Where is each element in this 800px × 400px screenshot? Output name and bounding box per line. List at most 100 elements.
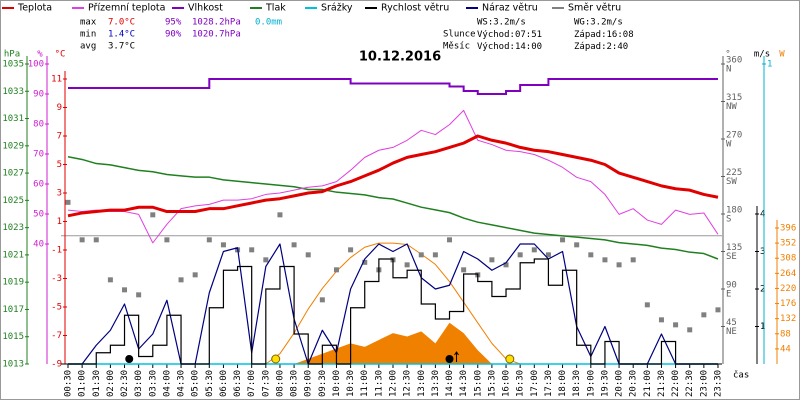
- axis-label: W: [779, 50, 785, 60]
- compass-label: NW: [726, 102, 737, 112]
- stat: Západ:: [574, 42, 607, 52]
- y-tick-label: 1015: [2, 332, 24, 342]
- stat: 16:08: [607, 30, 634, 40]
- stat: Východ:07:51: [477, 30, 542, 40]
- stats: max 7.0°C 95% 1028.2hPa 0.0mm min 1.4°C …: [80, 18, 634, 52]
- x-tick-label: 19:00: [586, 370, 596, 397]
- y-tick-label: -9: [51, 360, 62, 370]
- y-tick-label: 352: [780, 239, 796, 249]
- direction-point: [418, 252, 424, 258]
- y-tick-label: 360: [726, 56, 742, 66]
- direction-point: [616, 262, 622, 268]
- x-tick-label: 14:30: [459, 370, 469, 397]
- x-tick-label: 02:30: [120, 370, 130, 397]
- legend-label: Vlhkost: [188, 3, 223, 14]
- x-tick-label: 20:30: [629, 370, 639, 397]
- direction-point: [630, 257, 636, 263]
- y-tick-label: 1023: [2, 223, 24, 233]
- x-tick-label: 11:30: [374, 370, 384, 397]
- x-tick-label: 04:00: [162, 370, 172, 397]
- x-tick-label: 06:00: [219, 370, 229, 397]
- x-tick-label: 09:00: [304, 370, 314, 397]
- direction-point: [461, 267, 467, 273]
- x-tick-label: 03:00: [134, 370, 144, 397]
- y-tick-label: -7: [51, 331, 62, 341]
- stat: 95%: [165, 18, 182, 28]
- y-tick-label: 1019: [2, 278, 24, 288]
- x-tick-label: 19:30: [600, 370, 610, 397]
- x-tick-label: 15:30: [487, 370, 497, 397]
- direction-point: [658, 317, 664, 323]
- y-tick-label: 264: [780, 269, 796, 279]
- y-tick-label: 1: [57, 217, 62, 227]
- y-tick-label: 80: [33, 120, 44, 130]
- y-tick-label: 396: [780, 224, 796, 234]
- direction-point: [305, 252, 311, 258]
- x-tick-label: 08:30: [290, 370, 300, 397]
- stat: 7.0°C: [108, 18, 135, 28]
- y-tick-label: 135: [726, 243, 742, 253]
- x-tick-label: 10:00: [332, 370, 342, 397]
- direction-point: [644, 302, 650, 308]
- y-tick-label: 9: [57, 103, 62, 113]
- direction-point: [545, 252, 551, 258]
- y-tick-label: 1033: [2, 87, 24, 97]
- x-tick-label: 17:00: [530, 370, 540, 397]
- moon-marker: [125, 355, 134, 363]
- axis-label: hPa: [4, 50, 20, 60]
- y-tick-label: 50: [33, 210, 44, 220]
- series-line: [68, 243, 718, 365]
- x-tick-label: 16:30: [516, 370, 526, 397]
- y-tick-label: 132: [780, 314, 796, 324]
- compass-label: E: [726, 290, 731, 300]
- compass-label: N: [726, 65, 731, 75]
- x-tick-label: 04:30: [177, 370, 187, 397]
- series-line: [67, 134, 719, 218]
- x-tick-label: 07:00: [247, 370, 257, 397]
- stat: min: [80, 30, 96, 40]
- direction-point: [65, 199, 71, 205]
- direction-point: [687, 327, 693, 333]
- y-tick-label: 180: [726, 206, 742, 216]
- axis-label: %: [37, 50, 43, 60]
- moon-rise-arrow: [454, 351, 459, 362]
- y-tick-label: 4: [760, 210, 765, 220]
- y-tick-label: 1031: [2, 114, 24, 124]
- stat: WG:3.2m/s: [574, 18, 623, 28]
- direction-point: [701, 312, 707, 318]
- direction-point: [150, 212, 156, 218]
- y-tick-label: 1021: [2, 250, 24, 260]
- x-tick-label: 18:30: [572, 370, 582, 397]
- legend-label: Směr větru: [568, 3, 621, 14]
- x-tick-label: 10:30: [346, 370, 356, 397]
- x-axis-label: čas: [733, 370, 749, 381]
- stat: Východ:: [477, 30, 515, 40]
- x-tick-label: 05:00: [191, 370, 201, 397]
- direction-point: [404, 262, 410, 268]
- direction-point: [291, 242, 297, 248]
- stat: avg: [80, 42, 96, 52]
- y-tick-label: 2: [760, 285, 765, 295]
- series-area: [68, 322, 718, 364]
- x-tick-label: 13:30: [431, 370, 441, 397]
- y-tick-label: 1029: [2, 141, 24, 151]
- x-tick-label: 14:00: [445, 370, 455, 397]
- stat: 2:40: [607, 42, 629, 52]
- y-tick-label: -3: [51, 274, 62, 284]
- chart-title: 10.12.2016: [359, 50, 441, 65]
- y-tick-label: 90: [33, 90, 44, 100]
- axis-label: °: [725, 50, 730, 60]
- stat: Východ:: [477, 42, 515, 52]
- y-tick-label: 1025: [2, 196, 24, 206]
- series-line: [68, 258, 718, 365]
- sun-marker: [271, 354, 281, 364]
- direction-point: [432, 252, 438, 258]
- y-tick-label: 1027: [2, 169, 24, 179]
- direction-point: [79, 237, 85, 243]
- sun-marker: [505, 354, 515, 364]
- direction-point: [602, 257, 608, 263]
- legend-label: Srážky: [321, 3, 353, 14]
- direction-point: [319, 297, 325, 303]
- legend-label: Rychlost větru: [381, 3, 449, 14]
